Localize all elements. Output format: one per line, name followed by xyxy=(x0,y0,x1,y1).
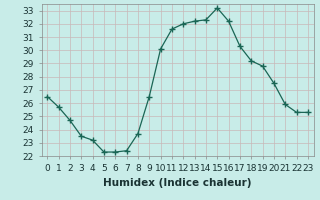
X-axis label: Humidex (Indice chaleur): Humidex (Indice chaleur) xyxy=(103,178,252,188)
